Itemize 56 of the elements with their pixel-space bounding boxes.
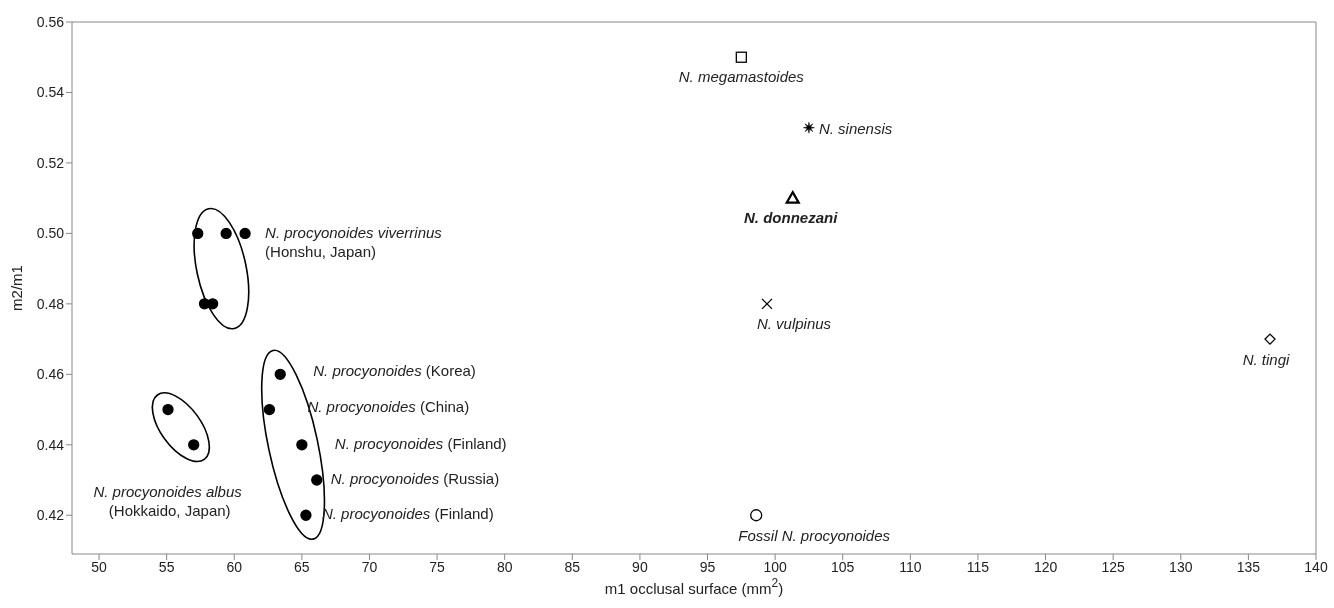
point (296, 439, 308, 451)
point (750, 509, 763, 522)
y-tick-label: 0.48 (36, 295, 65, 312)
x-tick-label: 110 (899, 558, 922, 575)
point (311, 474, 323, 486)
y-tick-label: 0.46 (36, 366, 65, 383)
x-tick-label: 105 (831, 558, 855, 575)
annotation: N. procyonoides (China) (307, 397, 470, 415)
y-tick-label: 0.42 (36, 507, 65, 524)
x-tick-label: 100 (763, 558, 788, 575)
point (188, 439, 200, 451)
x-tick-label: 70 (361, 558, 378, 575)
point (300, 509, 312, 521)
point (274, 368, 286, 380)
point (220, 227, 232, 240)
annotation: N. procyonoides albus (Hokkaido, Japan) (93, 482, 246, 519)
x-tick-label: 95 (699, 558, 716, 575)
annotation: N. procyonoides viverrinus (Honshu, Japan) (265, 224, 446, 261)
y-tick-label: 0.54 (36, 84, 65, 101)
point (803, 121, 815, 134)
x-tick-label: 85 (564, 558, 581, 575)
x-tick-label: 65 (294, 558, 310, 575)
x-tick-label: 115 (966, 558, 990, 575)
annotation: N. donnezani (744, 209, 839, 227)
x-tick-label: 125 (1101, 558, 1126, 575)
x-tick-label: 135 (1236, 558, 1261, 575)
point (1264, 333, 1276, 345)
annotation: N. vulpinus (756, 314, 832, 332)
y-tick-label: 0.52 (36, 154, 65, 171)
annotation: N. procyonoides (Finland) (334, 434, 507, 452)
point (162, 403, 174, 416)
point (761, 298, 773, 310)
x-axis-title: m1 occlusal surface (mm$^{2}$) (604, 576, 784, 597)
y-axis-title: m2/m1 (8, 265, 25, 311)
point (263, 403, 276, 416)
y-tick-label: 0.56 (36, 13, 65, 30)
x-tick-label: 130 (1169, 558, 1193, 575)
point (239, 227, 251, 240)
x-tick-label: 75 (429, 558, 446, 575)
x-tick-label: 120 (1033, 558, 1058, 575)
annotation: N. megamastoides (678, 68, 805, 86)
x-tick-label: 50 (91, 558, 108, 575)
point (735, 51, 747, 63)
x-tick-label: 90 (632, 558, 648, 575)
y-tick-label: 0.50 (36, 225, 65, 242)
annotation: N. tingi (1242, 351, 1291, 369)
annotation: N. sinensis (818, 119, 893, 137)
annotation: Fossil N. procyonoides (738, 527, 891, 545)
x-tick-label: 140 (1304, 558, 1328, 575)
x-tick-label: 80 (496, 558, 513, 575)
x-tick-label: 55 (158, 558, 175, 575)
point (785, 191, 800, 204)
y-tick-label: 0.44 (36, 436, 65, 453)
annotation: N. procyonoides (Russia) (330, 470, 500, 488)
annotation: N. procyonoides (Korea) (313, 362, 476, 380)
x-tick-label: 60 (226, 558, 243, 575)
